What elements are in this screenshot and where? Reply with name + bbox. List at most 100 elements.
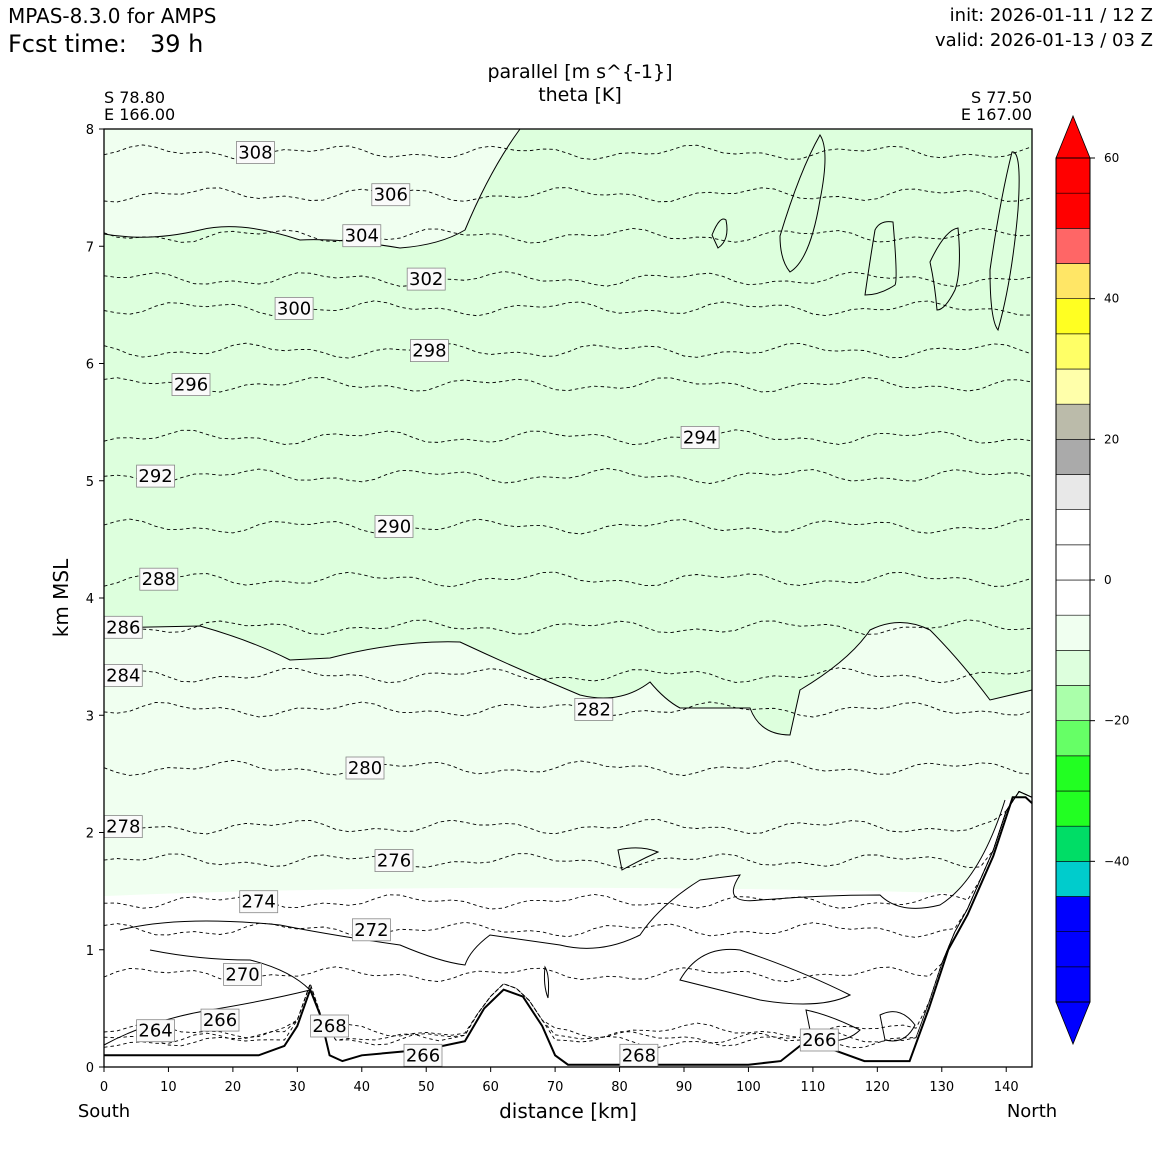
wind-shading-strong [104, 129, 1032, 735]
x-tick-label: 80 [611, 1080, 628, 1095]
colorbar-tick-label: 0 [1104, 573, 1112, 587]
colorbar-bin [1055, 298, 1091, 335]
y-axis-label: km MSL [49, 558, 73, 637]
colorbar-bin [1055, 579, 1091, 616]
theta-label: 302 [409, 269, 443, 290]
theta-label: 266 [406, 1045, 440, 1066]
colorbar-tick-label: −20 [1104, 714, 1129, 728]
colorbar-bin [1055, 403, 1091, 440]
wind-contour [679, 948, 852, 1005]
chart-title-line1: parallel [m s^{-1}] [487, 61, 672, 83]
theta-label-box [409, 339, 449, 363]
colorbar-bin [1055, 755, 1091, 792]
wind-contour [989, 151, 1020, 332]
colorbar-bin [1055, 333, 1091, 370]
theta-isentrope-272 [103, 790, 1033, 938]
theta-label-box [136, 1019, 176, 1043]
colorbar-bin [1055, 614, 1091, 651]
theta-isentrope-268 [103, 790, 1033, 1049]
y-tick-label: 6 [86, 358, 94, 373]
theta-label: 284 [106, 665, 140, 686]
valid-time: valid: 2026-01-13 / 03 Z [935, 30, 1153, 51]
colorbar-bin [1055, 544, 1091, 581]
x-tick-label: 140 [994, 1080, 1019, 1095]
colorbar-tick-label: 40 [1104, 292, 1119, 306]
theta-label-box [223, 963, 263, 986]
theta-isentrope-288 [103, 571, 1033, 588]
theta-label: 268 [622, 1045, 656, 1066]
y-tick-label: 7 [86, 240, 94, 255]
theta-label-box [799, 1028, 839, 1052]
theta-label-box [680, 425, 720, 449]
theta-label: 290 [377, 517, 411, 538]
wind-contour [617, 847, 660, 871]
theta-isentrope-294 [103, 429, 1033, 446]
x-tick-label: 130 [929, 1080, 954, 1095]
colorbar: 60 40 20 0 −20 −40 [1055, 114, 1129, 1046]
right-lon: E 167.00 [961, 105, 1032, 124]
colorbar-under-arrow [1055, 1001, 1091, 1046]
theta-label: 264 [138, 1021, 172, 1042]
init-time: init: 2026-01-11 / 12 Z [949, 5, 1153, 26]
wind-contour [779, 134, 826, 273]
colorbar-bin [1055, 685, 1091, 721]
theta-label: 266 [802, 1030, 836, 1051]
theta-label-box [374, 515, 414, 538]
x-tick-label: 50 [418, 1080, 435, 1095]
theta-label-box [345, 756, 385, 780]
x-tick-label: 30 [289, 1080, 306, 1095]
theta-label: 292 [138, 466, 172, 487]
theta-isentrope-278 [103, 790, 1033, 835]
wind-contour [119, 799, 1006, 966]
theta-label: 280 [348, 758, 382, 779]
theta-label-box [371, 183, 411, 207]
wind-contour [103, 622, 1033, 736]
theta-label-box [351, 918, 391, 942]
north-label: North [1007, 1101, 1057, 1122]
colorbar-bin [1055, 263, 1091, 299]
south-label: South [78, 1101, 130, 1122]
x-tick-label: 20 [225, 1080, 242, 1095]
theta-label: 288 [142, 569, 176, 590]
theta-label-box [342, 224, 382, 248]
plot-area: 308 306 304 302 300 298 296 294 292 290 288 286 284 2… [103, 128, 1033, 1068]
theta-label-box [200, 1008, 240, 1032]
y-tick-label: 8 [86, 123, 94, 138]
colorbar-bin [1055, 790, 1091, 827]
colorbar-bin [1055, 650, 1091, 686]
theta-label: 296 [174, 375, 208, 396]
x-tick-label: 60 [482, 1080, 499, 1095]
theta-isentrope-282 [103, 701, 1033, 718]
y-axis: 0 1 2 3 4 5 6 7 8 [86, 123, 104, 1076]
y-tick-label: 4 [86, 592, 94, 607]
theta-label-box [406, 267, 446, 291]
wind-contour [879, 1011, 916, 1042]
theta-isentrope-290 [103, 518, 1033, 535]
left-lat: S 78.80 [104, 88, 165, 107]
chart-title-line2: theta [K] [538, 84, 622, 106]
theta-label: 286 [106, 617, 140, 638]
theta-label: 294 [683, 427, 717, 448]
x-tick-label: 120 [865, 1080, 890, 1095]
x-axis-label: distance [km] [499, 1099, 637, 1123]
y-tick-label: 5 [86, 475, 94, 490]
theta-label: 270 [225, 964, 259, 985]
left-lon: E 166.00 [104, 105, 175, 124]
colorbar-bin [1055, 157, 1091, 194]
x-axis: 0 10 20 30 40 50 60 70 80 90 100 110 120 130 140 [100, 1067, 1019, 1095]
theta-label-box [139, 567, 179, 591]
theta-isentrope-286 [103, 619, 1033, 635]
fcst-value: 39 h [150, 30, 204, 58]
colorbar-tick-label: −40 [1104, 854, 1129, 868]
colorbar-tick-label: 20 [1104, 432, 1119, 446]
model-title: MPAS-8.3.0 for AMPS [8, 4, 217, 28]
theta-label: 308 [238, 143, 272, 164]
colorbar-bin [1055, 861, 1091, 897]
theta-contour-labels: 308 306 304 302 300 298 296 294 292 290 288 286 284 2… [103, 141, 839, 1067]
theta-isentrope-300 [103, 300, 1033, 317]
theta-label: 272 [354, 920, 388, 941]
theta-label: 300 [277, 298, 311, 319]
colorbar-bin [1055, 228, 1091, 264]
theta-isentrope-280 [103, 759, 1033, 776]
